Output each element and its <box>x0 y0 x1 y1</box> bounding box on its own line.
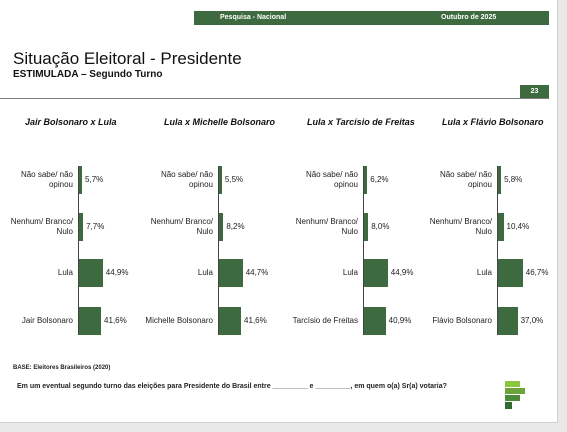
survey-question: Em um eventual segundo turno das eleiçõe… <box>17 383 447 390</box>
category-label: Não sabe/ não opinou <box>160 170 213 189</box>
category-label: Lula <box>342 268 358 277</box>
data-bar <box>498 259 523 287</box>
value-label: 5,7% <box>85 175 104 184</box>
category-label: Jair Bolsonaro <box>21 316 73 325</box>
category-label: Nenhum/ Branco/ Nulo <box>150 217 213 236</box>
value-label: 41,6% <box>244 316 267 325</box>
category-label: Lula <box>57 268 73 277</box>
chart-baseline <box>497 166 498 335</box>
value-label: 7,7% <box>86 222 105 231</box>
value-label: 44,9% <box>390 268 414 277</box>
data-bar <box>219 307 242 335</box>
header-bar: Pesquisa - Nacional Outubro de 2025 <box>194 11 549 25</box>
data-bar <box>364 213 369 241</box>
category-label: Não sabe/ não opinou <box>305 170 358 189</box>
data-bar <box>79 166 83 194</box>
data-bar <box>498 166 502 194</box>
value-label: 37,0% <box>520 316 544 325</box>
chart-title: Lula x Flávio Bolsonaro <box>442 117 544 127</box>
category-label: Michelle Bolsonaro <box>145 316 213 325</box>
data-bar <box>364 307 386 335</box>
value-label: 44,9% <box>105 268 129 277</box>
data-bar <box>364 166 368 194</box>
category-label: Tarcísio de Freitas <box>292 316 358 325</box>
page-title: Situação Eleitoral - Presidente <box>13 49 242 68</box>
data-bar <box>498 213 504 241</box>
charts-area: Jair Bolsonaro x Lula Não sabe/ não opino… <box>10 117 549 335</box>
value-label: 8,2% <box>226 222 245 231</box>
category-label: Nenhum/ Branco/ Nulo <box>10 217 73 236</box>
survey-label: Pesquisa - Nacional <box>220 14 287 21</box>
category-label: Nenhum/ Branco/ Nulo <box>429 217 492 236</box>
category-label: Não sabe/ não opinou <box>439 170 492 189</box>
base-note: BASE: Eleitores Brasileiros (2020) <box>13 365 111 371</box>
data-bar <box>219 213 224 241</box>
chart-baseline <box>78 166 79 335</box>
value-label: 5,5% <box>224 175 244 184</box>
slide: Pesquisa - Nacional Outubro de 2025 Situ… <box>0 0 558 423</box>
data-bar <box>364 259 388 287</box>
data-bar <box>219 166 222 194</box>
category-label: Lula <box>476 268 492 277</box>
value-label: 44,7% <box>245 268 269 277</box>
data-bar <box>219 259 243 287</box>
data-bar <box>79 307 102 335</box>
header-divider <box>0 98 549 99</box>
data-bar <box>79 259 103 287</box>
page-number: 23 <box>520 85 549 98</box>
brand-logo-icon <box>505 381 525 409</box>
page-subtitle: ESTIMULADA – Segundo Turno <box>13 69 163 80</box>
category-label: Nenhum/ Branco/ Nulo <box>295 217 358 236</box>
category-label: Lula <box>197 268 213 277</box>
value-label: 41,6% <box>104 316 127 325</box>
survey-date: Outubro de 2025 <box>441 14 497 21</box>
chart-title: Lula x Tarcísio de Freitas <box>307 117 415 127</box>
data-bar <box>79 213 84 241</box>
value-label: 46,7% <box>525 268 549 277</box>
chart-baseline <box>363 166 364 335</box>
value-label: 5,8% <box>504 175 523 184</box>
data-bar <box>498 307 518 335</box>
chart-title: Jair Bolsonaro x Lula <box>25 117 117 127</box>
value-label: 6,2% <box>370 175 389 184</box>
value-label: 10,4% <box>506 222 530 231</box>
category-label: Não sabe/ não opinou <box>20 170 73 189</box>
category-label: Flávio Bolsonaro <box>432 316 492 325</box>
chart-baseline <box>218 166 219 335</box>
value-label: 40,9% <box>388 316 412 325</box>
chart-title: Lula x Michelle Bolsonaro <box>164 117 276 127</box>
value-label: 8,0% <box>371 222 390 231</box>
